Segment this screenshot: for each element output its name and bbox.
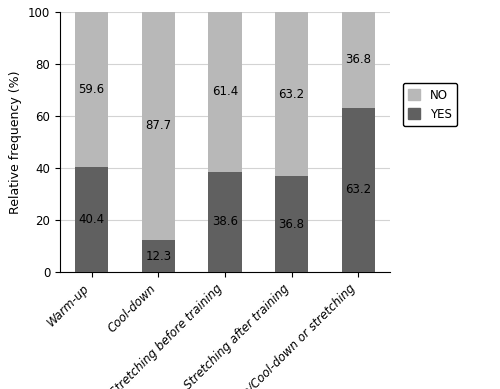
Bar bbox=[142, 12, 175, 240]
Text: 59.6: 59.6 bbox=[78, 83, 104, 96]
Bar bbox=[342, 12, 375, 108]
Text: 87.7: 87.7 bbox=[146, 119, 172, 133]
Text: 63.2: 63.2 bbox=[278, 88, 304, 100]
Bar bbox=[275, 12, 308, 176]
Text: 38.6: 38.6 bbox=[212, 216, 238, 228]
Bar bbox=[75, 12, 108, 167]
Text: 61.4: 61.4 bbox=[212, 85, 238, 98]
Bar bbox=[75, 167, 108, 272]
Text: 36.8: 36.8 bbox=[278, 218, 304, 231]
Bar bbox=[342, 108, 375, 272]
Bar bbox=[275, 176, 308, 272]
Text: 36.8: 36.8 bbox=[346, 53, 372, 66]
Bar bbox=[142, 240, 175, 272]
Y-axis label: Relative frequency (%): Relative frequency (%) bbox=[10, 70, 22, 214]
Text: 63.2: 63.2 bbox=[346, 184, 372, 196]
Text: 40.4: 40.4 bbox=[78, 213, 104, 226]
Bar bbox=[208, 12, 242, 172]
Text: 12.3: 12.3 bbox=[146, 250, 172, 263]
Legend: NO, YES: NO, YES bbox=[402, 83, 458, 126]
Bar bbox=[208, 172, 242, 272]
